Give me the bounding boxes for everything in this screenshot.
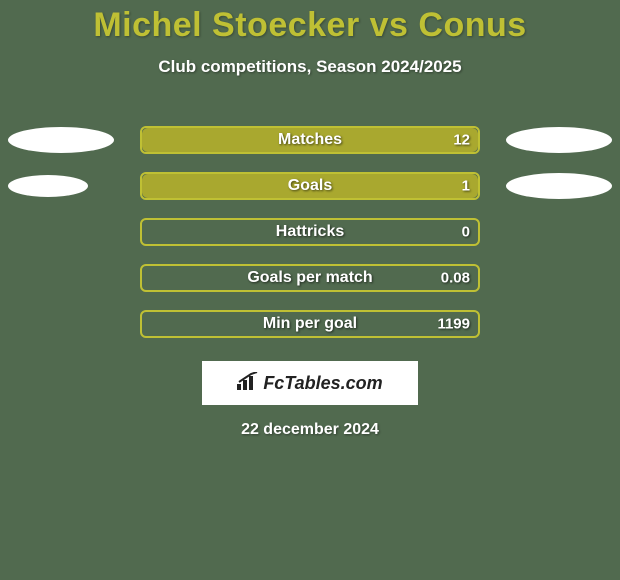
stat-bar: Hattricks 0 xyxy=(140,218,480,246)
logo-text: FcTables.com xyxy=(263,373,382,394)
right-ellipse xyxy=(506,127,612,153)
logo-text-content: FcTables.com xyxy=(263,373,382,393)
stat-value-right: 0 xyxy=(462,224,470,241)
stat-row: Goals per match 0.08 xyxy=(0,255,620,301)
stat-label: Matches xyxy=(278,131,342,149)
stat-value-right: 0.08 xyxy=(441,270,470,287)
stat-label: Goals per match xyxy=(247,269,372,287)
stat-label: Hattricks xyxy=(276,223,344,241)
stat-row: Hattricks 0 xyxy=(0,209,620,255)
stat-value-right: 1 xyxy=(462,178,470,195)
right-ellipse xyxy=(506,173,612,199)
stat-bar: Goals 1 xyxy=(140,172,480,200)
page-title: Michel Stoecker vs Conus xyxy=(0,0,620,45)
stat-value-right: 12 xyxy=(453,132,470,149)
comparison-infographic: Michel Stoecker vs Conus Club competitio… xyxy=(0,0,620,580)
logo-box: FcTables.com xyxy=(202,361,418,405)
date-text: 22 december 2024 xyxy=(0,421,620,439)
chart-icon xyxy=(237,372,259,395)
stat-row: Matches 12 xyxy=(0,117,620,163)
stat-row: Min per goal 1199 xyxy=(0,301,620,347)
stat-bar: Min per goal 1199 xyxy=(140,310,480,338)
stat-bar: Goals per match 0.08 xyxy=(140,264,480,292)
left-ellipse xyxy=(8,175,88,197)
stats-area: Matches 12 Goals 1 Hattricks 0 Goals per match… xyxy=(0,117,620,347)
stat-value-right: 1199 xyxy=(437,316,470,333)
page-subtitle: Club competitions, Season 2024/2025 xyxy=(0,57,620,77)
stat-row: Goals 1 xyxy=(0,163,620,209)
stat-label: Goals xyxy=(288,177,332,195)
stat-label: Min per goal xyxy=(263,315,357,333)
left-ellipse xyxy=(8,127,114,153)
stat-bar: Matches 12 xyxy=(140,126,480,154)
